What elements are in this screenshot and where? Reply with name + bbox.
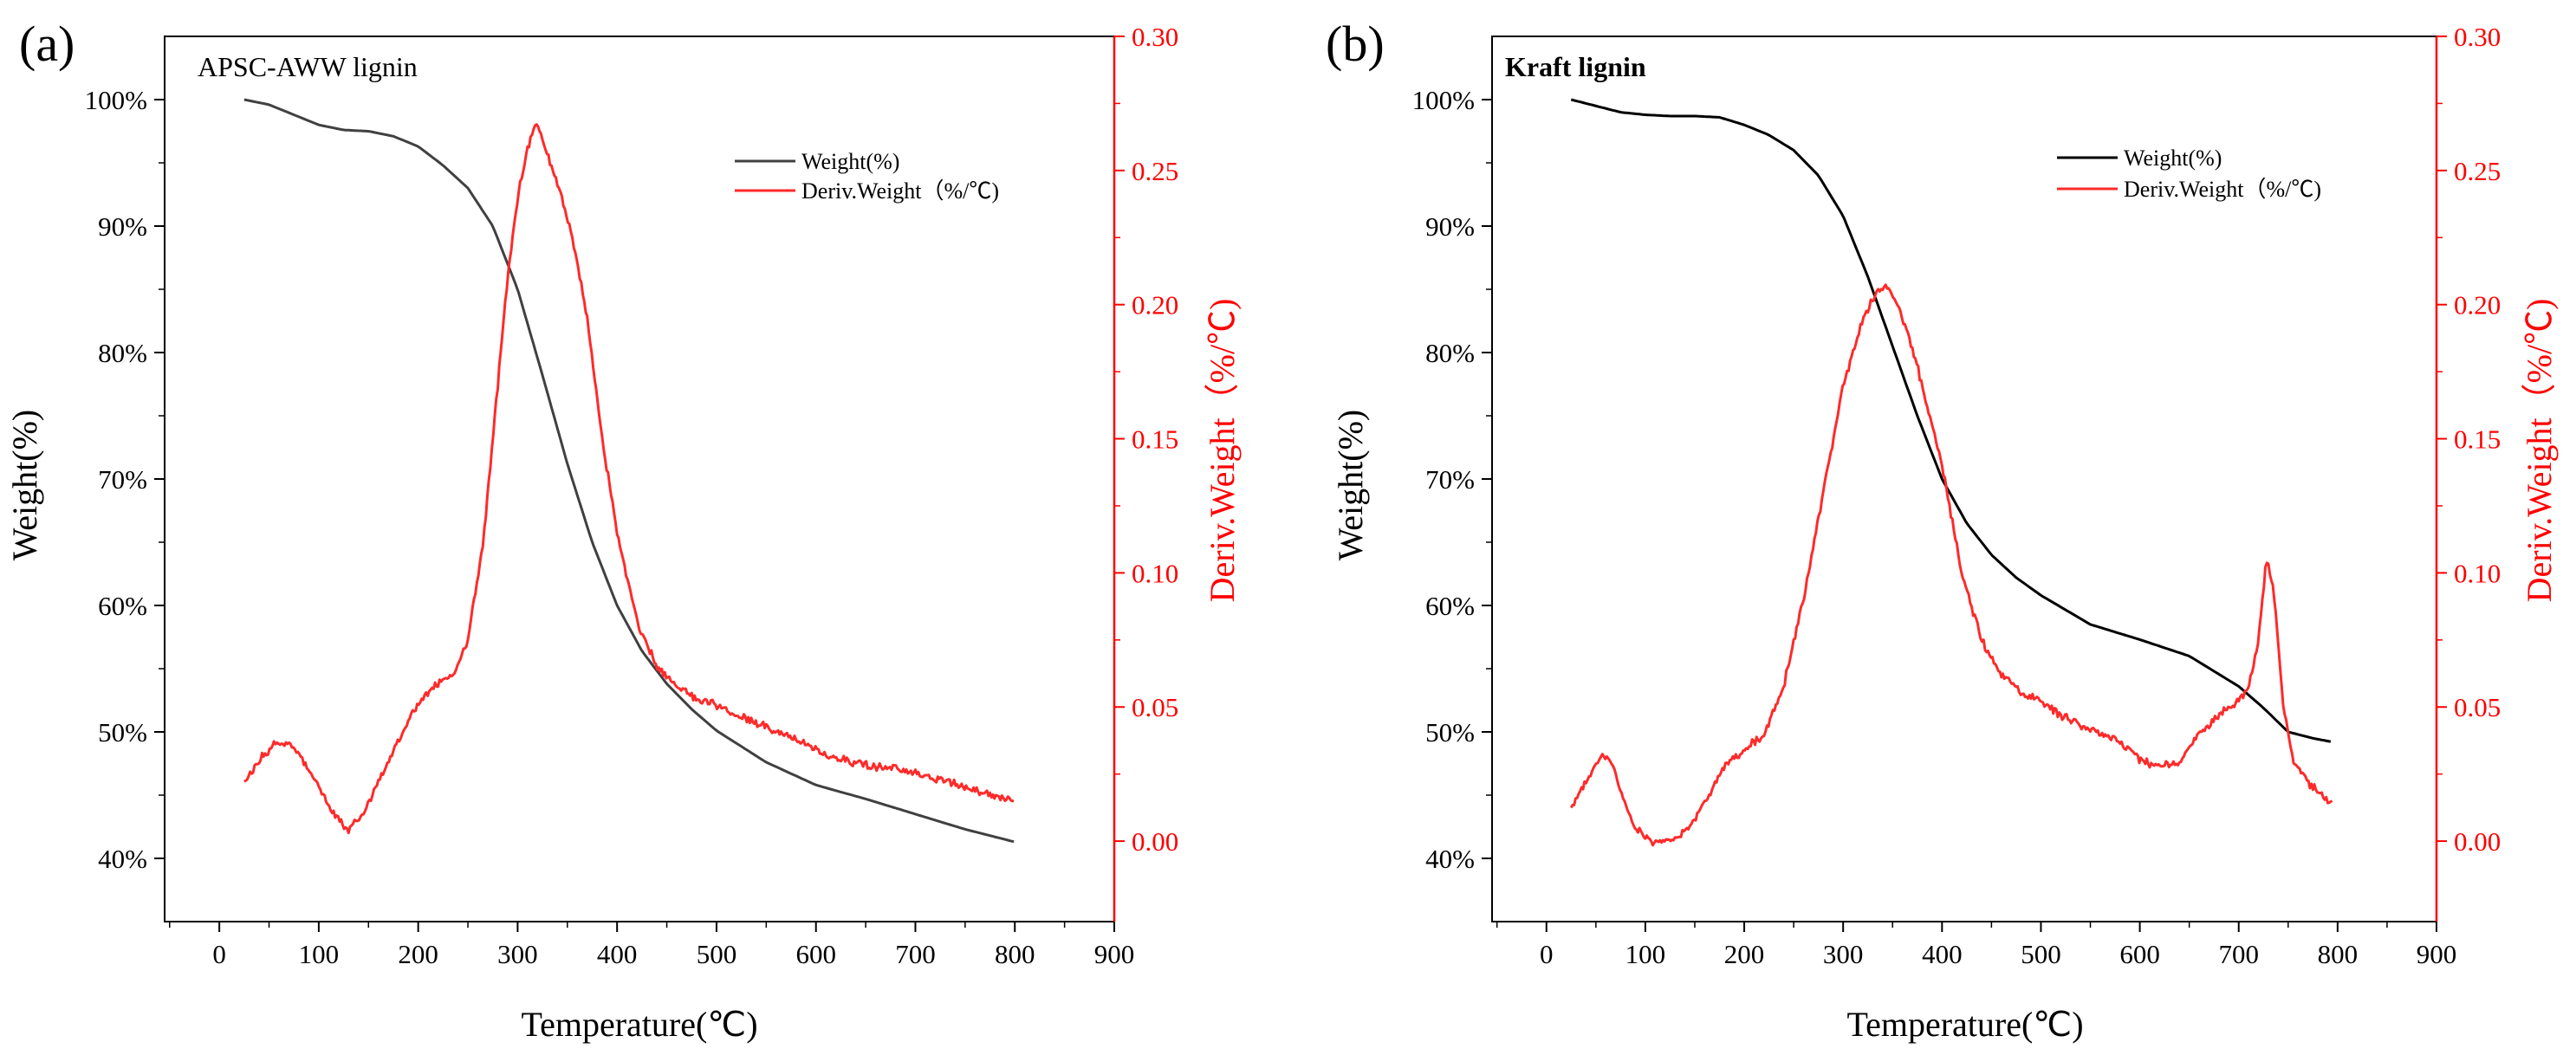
- y2-tick-label: 0.25: [1132, 156, 1178, 186]
- y2-tick-label: 0.05: [1132, 692, 1178, 722]
- y2-tick-label: 0.10: [2454, 558, 2501, 588]
- panel-b-legend: Weight(%) Deriv.Weight（%/℃): [2057, 146, 2321, 202]
- y-tick-label: 60%: [98, 591, 147, 621]
- panel-b-y-label: Weight(%): [1331, 410, 1370, 561]
- panel-a-legend-deriv-label: Deriv.Weight（%/℃): [801, 178, 999, 204]
- panel-b-legend-weight-label: Weight(%): [2124, 146, 2222, 171]
- weight-line: [243, 98, 1015, 844]
- y-tick-label: 90%: [98, 211, 147, 242]
- panel-a-title: APSC-AWW lignin: [198, 51, 418, 82]
- x-tick-label: 400: [1922, 939, 1963, 969]
- panel-a-letter: (a): [19, 16, 75, 72]
- panel-b-x-ticks: 0 100 200 300 400 500 600 700 800 900: [1496, 922, 2457, 969]
- x-tick-label: 0: [212, 939, 226, 969]
- x-tick-label: 500: [697, 939, 737, 969]
- x-tick-label: 900: [1094, 939, 1135, 969]
- y-tick-label: 60%: [1425, 591, 1475, 621]
- y2-tick-label: 0.30: [1132, 22, 1178, 52]
- x-tick-label: 200: [398, 939, 438, 969]
- deriv-weight-line: [243, 123, 1015, 835]
- x-tick-label: 300: [497, 939, 538, 969]
- x-tick-label: 0: [1540, 939, 1554, 969]
- panel-b-x-label: Temperature(℃): [1846, 1005, 2083, 1044]
- weight-line: [1570, 98, 2332, 743]
- x-tick-label: 700: [2218, 939, 2259, 969]
- x-tick-label: 800: [2318, 939, 2359, 969]
- y2-tick-label: 0.20: [1132, 290, 1178, 320]
- x-tick-label: 100: [1625, 939, 1666, 969]
- y2-tick-label: 0.00: [2454, 826, 2501, 857]
- panel-a-y2-label: Deriv.Weight（%/℃): [1203, 299, 1242, 603]
- y-tick-label: 50%: [1425, 717, 1475, 748]
- x-tick-label: 400: [597, 939, 638, 969]
- y2-tick-label: 0.00: [1132, 826, 1178, 857]
- x-tick-label: 600: [2119, 939, 2160, 969]
- x-tick-label: 100: [299, 939, 340, 969]
- x-tick-label: 700: [895, 939, 936, 969]
- y2-tick-label: 0.15: [2454, 424, 2501, 455]
- panel-b-letter: (b): [1326, 16, 1385, 72]
- panel-b-legend-deriv-label: Deriv.Weight（%/℃): [2124, 177, 2321, 202]
- panel-a-y-ticks: 40% 50% 60% 70% 80% 90% 100%: [85, 85, 165, 874]
- panel-a-y-label: Weight(%): [5, 410, 44, 561]
- y2-tick-label: 0.10: [1132, 558, 1178, 588]
- panel-a-legend: Weight(%) Deriv.Weight（%/℃): [735, 149, 999, 204]
- y-tick-label: 40%: [98, 844, 147, 874]
- panel-a-series: [243, 98, 1015, 844]
- x-tick-label: 900: [2417, 939, 2457, 969]
- y-tick-label: 80%: [1425, 338, 1475, 368]
- y-tick-label: 80%: [98, 338, 147, 368]
- x-tick-label: 300: [1823, 939, 1864, 969]
- y2-tick-label: 0.25: [2454, 156, 2501, 186]
- y-tick-label: 70%: [1425, 464, 1475, 495]
- panel-b-y2-ticks: 0.00 0.05 0.10 0.15 0.20 0.25 0.30: [2436, 22, 2501, 857]
- y2-tick-label: 0.15: [1132, 424, 1178, 455]
- x-tick-label: 600: [795, 939, 836, 969]
- panel-b-series: [1569, 98, 2333, 847]
- panel-b-title: Kraft lignin: [1505, 51, 1646, 82]
- deriv-weight-line: [1569, 283, 2333, 847]
- panel-b-y-ticks: 40% 50% 60% 70% 80% 90% 100%: [1412, 85, 1492, 874]
- y-tick-label: 50%: [98, 717, 147, 748]
- panel-b-y2-label: Deriv.Weight（%/℃): [2520, 299, 2559, 603]
- y-tick-label: 40%: [1425, 844, 1475, 874]
- panel-a-legend-weight-label: Weight(%): [801, 149, 899, 174]
- x-tick-label: 800: [995, 939, 1035, 969]
- x-tick-label: 200: [1724, 939, 1765, 969]
- panel-b-plot-frame: [1491, 36, 2437, 922]
- y-tick-label: 70%: [98, 464, 147, 495]
- panel-a-y2-ticks: 0.00 0.05 0.10 0.15 0.20 0.25 0.30: [1114, 22, 1178, 857]
- y-tick-label: 90%: [1425, 211, 1475, 242]
- y-tick-label: 100%: [85, 85, 147, 115]
- x-tick-label: 500: [2021, 939, 2061, 969]
- panel-a: (a) APSC-AWW lignin 0 100 200 300 400 500 600 7…: [5, 16, 1242, 1044]
- panel-b: (b) Kraft lignin 0 100 200 300 400 500 600 700 8…: [1326, 16, 2559, 1044]
- y2-tick-label: 0.05: [2454, 692, 2501, 722]
- panel-a-x-label: Temperature(℃): [521, 1005, 757, 1044]
- panel-a-x-ticks: 0 100 200 300 400 500 600 700 800 900: [168, 922, 1135, 969]
- y-tick-label: 100%: [1412, 85, 1475, 115]
- y2-tick-label: 0.20: [2454, 290, 2501, 320]
- y2-tick-label: 0.30: [2454, 22, 2501, 52]
